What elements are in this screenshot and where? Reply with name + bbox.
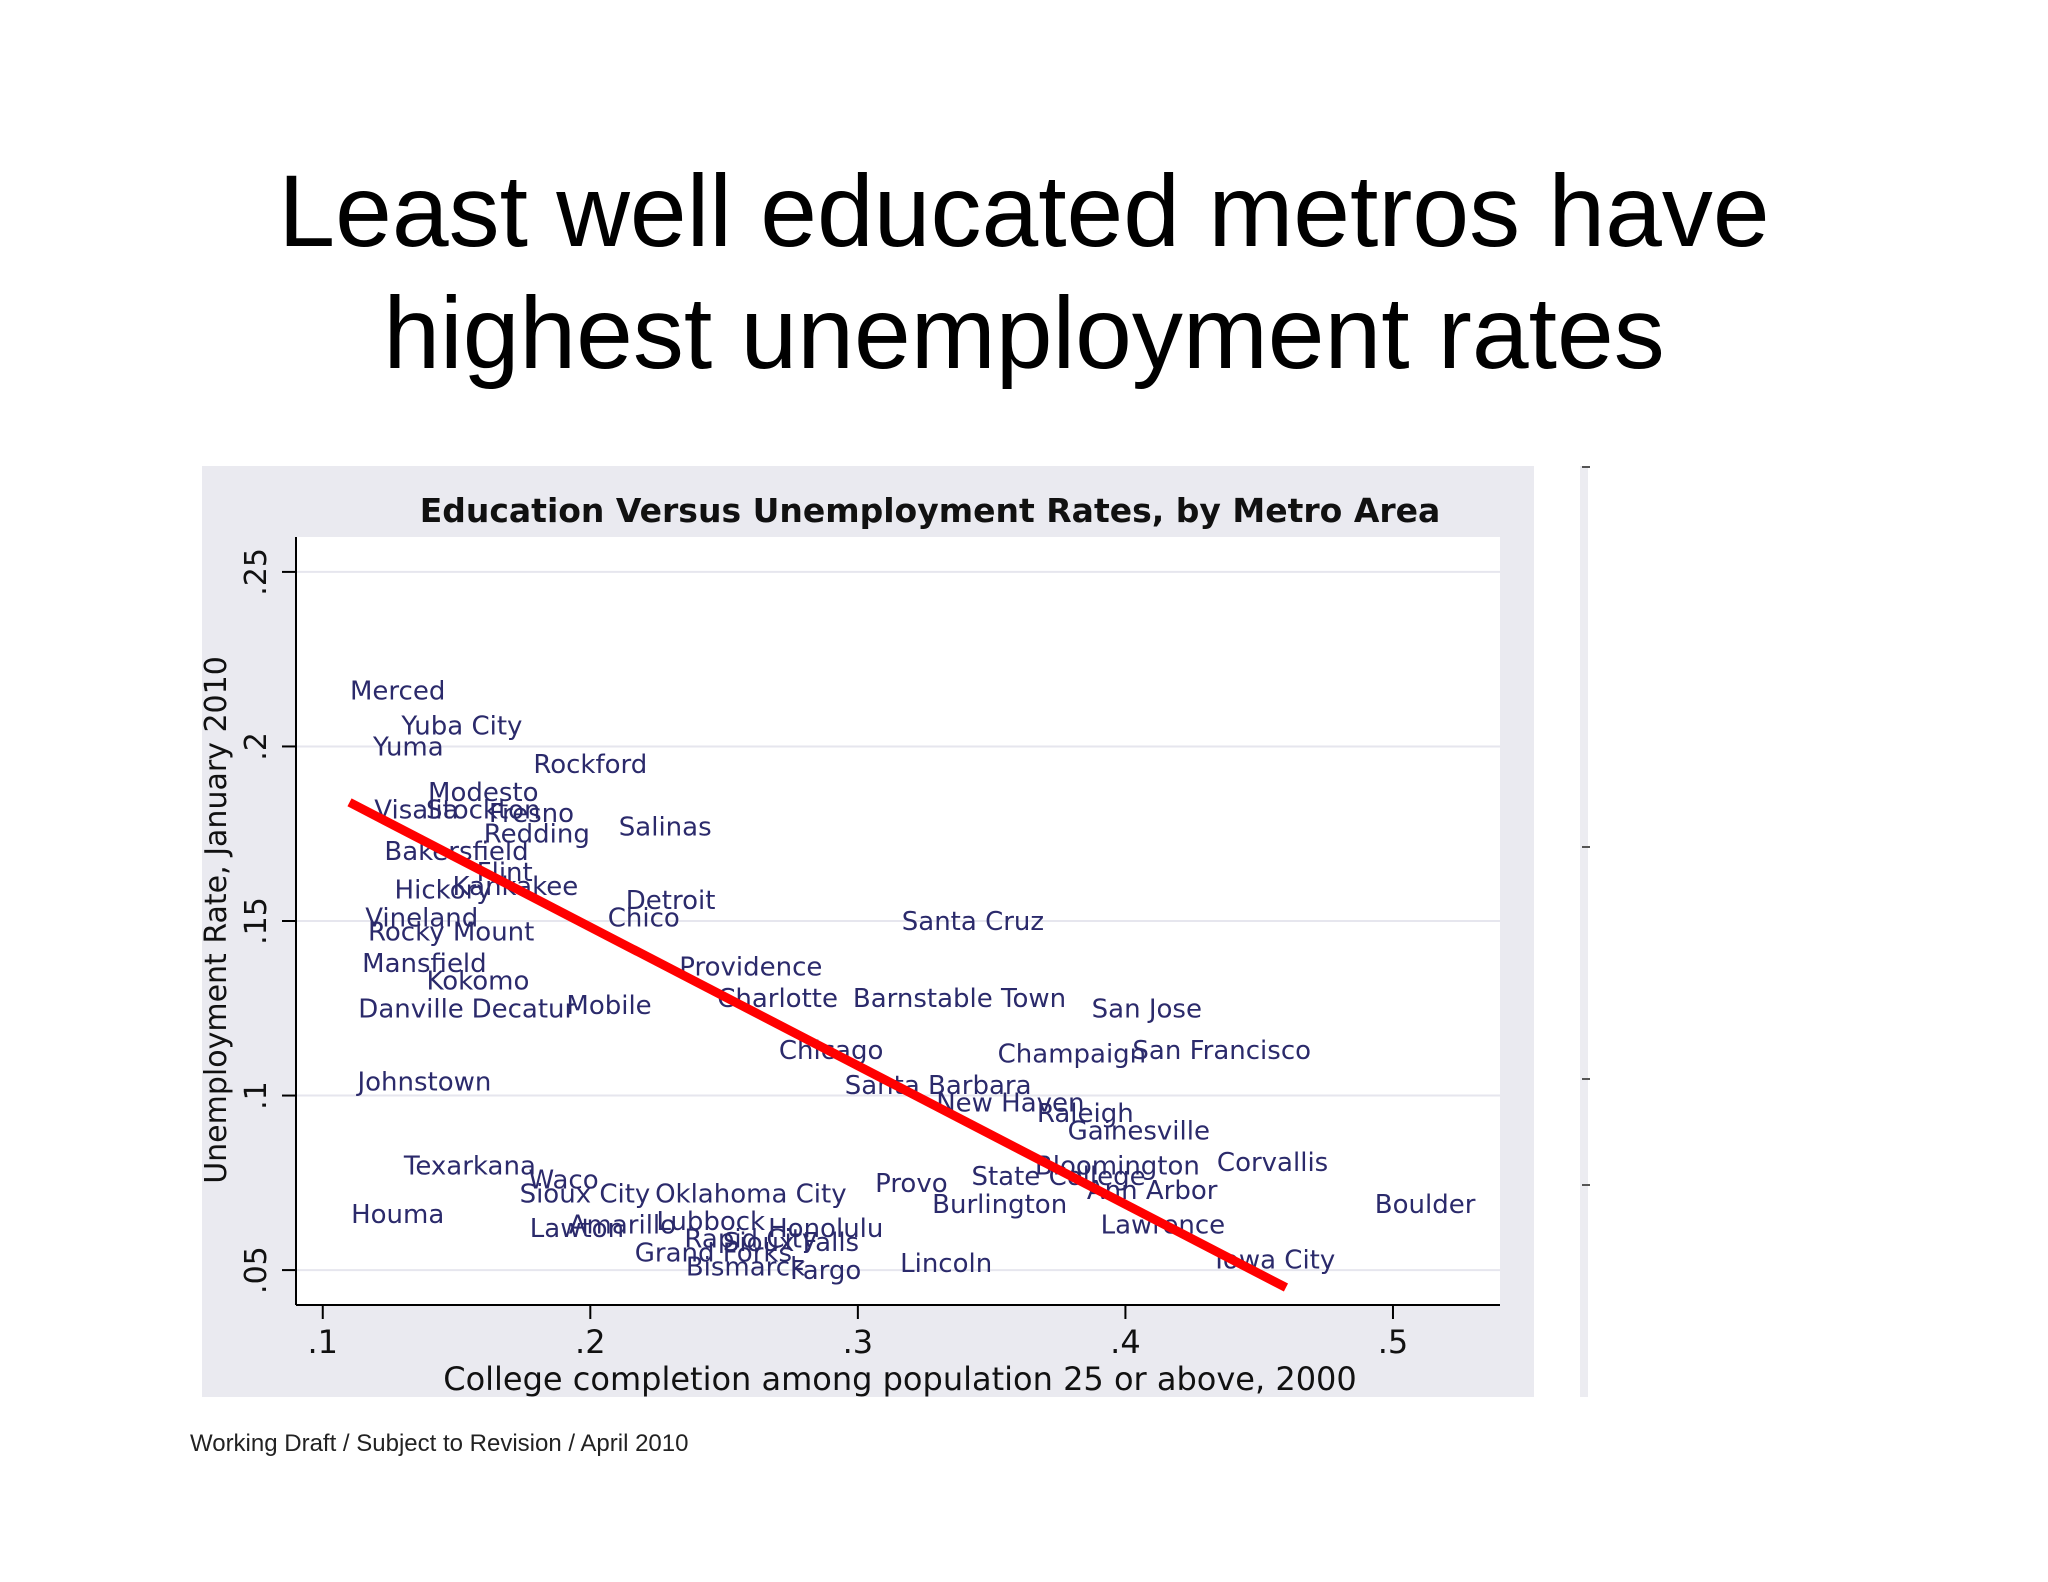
point-label: San Francisco	[1132, 1036, 1311, 1066]
x-tick-label: .1	[307, 1323, 338, 1361]
point-label: Mobile	[566, 991, 651, 1021]
y-tick-label: .05	[239, 1246, 274, 1294]
point-label: Vineland	[365, 904, 478, 934]
point-label: Rockford	[533, 750, 647, 780]
point-label: Honolulu	[768, 1214, 883, 1244]
y-tick-label: .2	[239, 732, 274, 761]
x-tick-label: .3	[843, 1323, 874, 1361]
point-label: Yuba City	[400, 712, 522, 742]
slide-title: Least well educated metros have highest …	[0, 150, 2048, 394]
point-label: Decatur	[472, 994, 576, 1024]
slide-title-line-2: highest unemployment rates	[383, 276, 1665, 390]
y-axis-label: Unemployment Rate, January 2010	[199, 656, 234, 1184]
point-label: Stockton	[426, 795, 541, 825]
adjacent-chart-tick	[1582, 466, 1590, 468]
point-label: Barnstable Town	[853, 984, 1066, 1014]
point-label: Providence	[679, 952, 822, 982]
point-label: Redding	[484, 820, 590, 850]
point-label: Merced	[350, 677, 445, 707]
point-label: Texarkana	[403, 1151, 536, 1181]
point-label: Boulder	[1375, 1190, 1476, 1220]
point-label: Raleigh	[1037, 1099, 1134, 1129]
point-label: New Haven	[936, 1089, 1084, 1119]
adjacent-chart-edge	[1580, 466, 1588, 1397]
x-axis-label: College completion among population 25 o…	[443, 1360, 1357, 1398]
y-tick-label: .25	[239, 548, 274, 596]
point-label: Fargo	[790, 1256, 861, 1286]
adjacent-chart-tick	[1582, 846, 1590, 848]
point-label: Champaign	[998, 1040, 1147, 1070]
y-tick-label: .1	[239, 1081, 274, 1110]
point-label: Rapid City	[684, 1225, 817, 1255]
point-label: Hickory	[395, 876, 492, 906]
point-label: Chico	[608, 904, 680, 934]
point-label: Mansfield	[362, 949, 487, 979]
grid-layer	[296, 570, 1500, 1272]
point-label: Johnstown	[355, 1068, 491, 1098]
slide-title-line-1: Least well educated metros have	[278, 154, 1770, 268]
point-label: Lincoln	[900, 1249, 992, 1279]
point-label: San Jose	[1092, 994, 1202, 1024]
adjacent-chart-tick	[1582, 1078, 1590, 1080]
point-label: Rocky Mount	[368, 917, 534, 947]
chart-title: Education Versus Unemployment Rates, by …	[420, 491, 1441, 530]
point-label: Bismarck	[686, 1253, 805, 1283]
point-label: Amarillo	[569, 1211, 676, 1241]
point-label: Lawton	[530, 1214, 624, 1244]
point-label: Santa Cruz	[902, 907, 1044, 937]
point-label: Lubbock	[656, 1207, 765, 1237]
point-label: Yuma	[372, 732, 444, 762]
point-label: Detroit	[626, 886, 716, 916]
point-label: Fresno	[489, 799, 574, 829]
point-label: Corvallis	[1217, 1148, 1328, 1178]
fit-line	[347, 798, 1289, 1292]
point-label: Sioux Falls	[723, 1228, 859, 1258]
point-label: Gainesville	[1068, 1116, 1210, 1146]
x-tick-label: .2	[575, 1323, 606, 1361]
point-label: Provo	[875, 1169, 948, 1199]
point-label: Danville	[358, 994, 464, 1024]
y-tick-label: .15	[239, 897, 274, 945]
point-label: Waco	[528, 1165, 598, 1195]
x-tick-label: .4	[1110, 1323, 1141, 1361]
point-label: Houma	[351, 1200, 444, 1230]
axes-layer: .05 .1 .15 .2 .25 .1 .2 .3 .4 .5	[239, 537, 1500, 1361]
point-label: Oklahoma City	[655, 1179, 847, 1209]
point-label: Kokomo	[426, 966, 529, 996]
point-label: Burlington	[932, 1190, 1067, 1220]
point-label: Salinas	[619, 813, 712, 843]
point-label: Sioux City	[520, 1179, 651, 1209]
x-tick-label: .5	[1378, 1323, 1409, 1361]
point-label: Grand Forks	[635, 1239, 792, 1269]
adjacent-chart-tick	[1582, 1184, 1590, 1186]
point-label: Modesto	[428, 778, 539, 808]
footer-note: Working Draft / Subject to Revision / Ap…	[190, 1430, 689, 1457]
